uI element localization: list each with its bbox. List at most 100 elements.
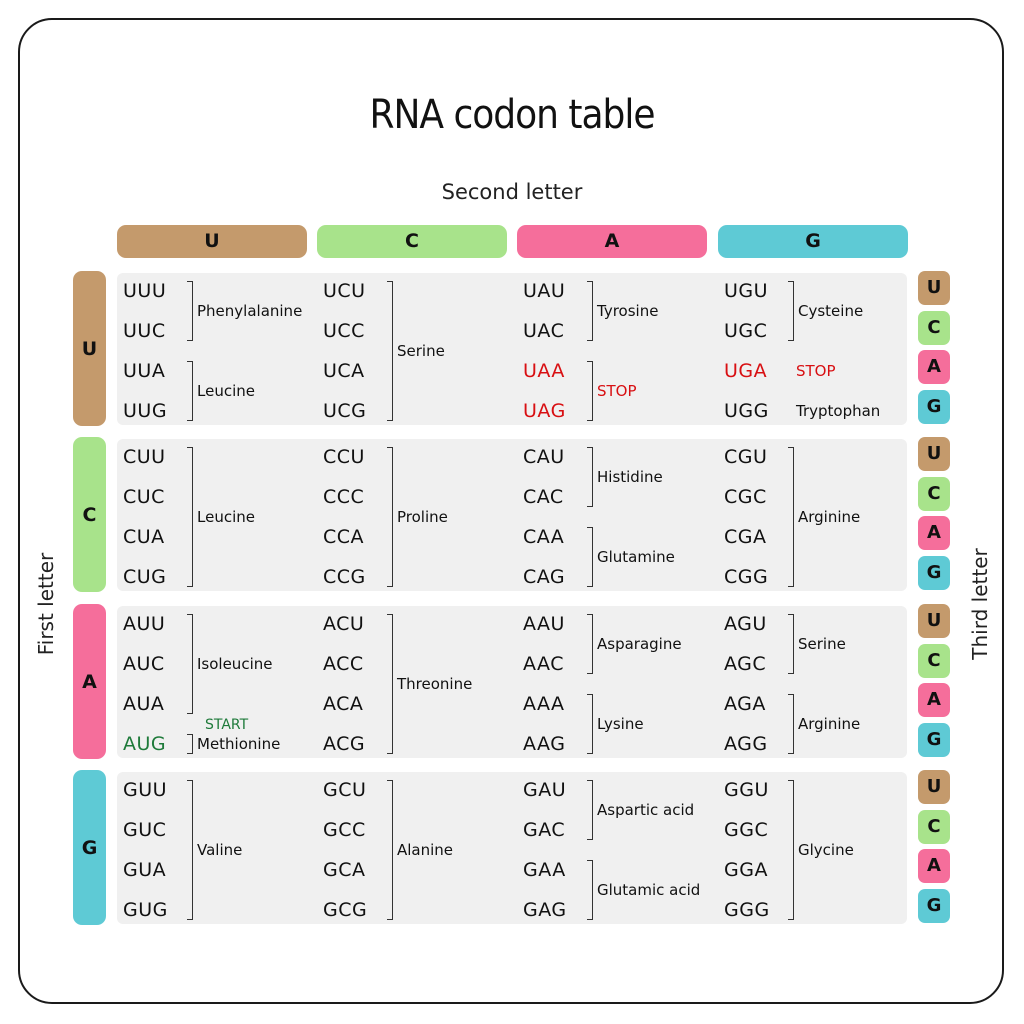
codon-row-panel-c [117, 439, 907, 591]
amino-acid-bracket [387, 614, 393, 754]
amino-acid-bracket [387, 281, 393, 421]
amino-acid-bracket [587, 447, 593, 507]
codon-uuu: UUU [123, 280, 167, 302]
amino-acid-bracket [187, 614, 193, 714]
codon-aaa: AAA [523, 693, 565, 715]
codon-ugu: UGU [724, 280, 769, 302]
codon-uaa: UAA [523, 360, 565, 382]
amino-acid-bracket [187, 734, 193, 754]
third-letter-g: G [918, 555, 950, 590]
third-letter-u: U [918, 770, 950, 804]
codon-cau: CAU [523, 446, 565, 468]
codon-cug: CUG [123, 566, 167, 588]
amino-acid-label: Phenylalanine [197, 302, 303, 320]
third-letter-a: A [918, 516, 950, 550]
codon-gua: GUA [123, 859, 167, 881]
amino-acid-label: Glycine [798, 841, 854, 859]
amino-acid-label: Histidine [597, 468, 663, 486]
amino-acid-label: Glutamic acid [597, 881, 701, 899]
amino-acid-bracket [187, 780, 193, 920]
codon-uag: UAG [523, 400, 566, 422]
third-letter-c: C [918, 310, 950, 345]
page-title: RNA codon table [369, 92, 656, 138]
third-letter-u: U [918, 604, 950, 638]
codon-guu: GUU [123, 779, 168, 801]
codon-row-panel-g [117, 772, 907, 924]
codon-uau: UAU [523, 280, 566, 302]
codon-ccu: CCU [323, 446, 365, 468]
third-letter-g: G [918, 722, 950, 757]
third-letter-u: U [918, 271, 950, 305]
codon-uug: UUG [123, 400, 168, 422]
amino-acid-label: Proline [397, 508, 448, 526]
amino-acid-bracket [387, 447, 393, 587]
amino-acid-label: Serine [798, 635, 846, 653]
amino-acid-label: Isoleucine [197, 655, 273, 673]
amino-acid-bracket [788, 694, 794, 754]
amino-acid-label: Valine [197, 841, 243, 859]
amino-acid-label: STOP [796, 362, 836, 380]
codon-ugg: UGG [724, 400, 769, 422]
codon-cac: CAC [523, 486, 564, 508]
codon-cgg: CGG [724, 566, 769, 588]
codon-cag: CAG [523, 566, 566, 588]
first-letter-label: U [81, 337, 98, 360]
second-letter-header-c: C [317, 225, 507, 258]
codon-acg: ACG [323, 733, 366, 755]
third-letter-a: A [918, 849, 950, 883]
codon-uac: UAC [523, 320, 565, 342]
codon-agg: AGG [724, 733, 768, 755]
amino-acid-bracket [788, 780, 794, 920]
start-codon-label: START [205, 717, 249, 733]
amino-acid-bracket [187, 361, 193, 421]
codon-ucu: UCU [323, 280, 366, 302]
codon-cuu: CUU [123, 446, 166, 468]
amino-acid-label: Lysine [597, 715, 644, 733]
codon-caa: CAA [523, 526, 565, 548]
amino-acid-label: Tyrosine [597, 302, 659, 320]
codon-aga: AGA [724, 693, 766, 715]
amino-acid-label: Serine [397, 342, 445, 360]
codon-agc: AGC [724, 653, 767, 675]
amino-acid-bracket [788, 447, 794, 587]
amino-acid-label: Glutamine [597, 548, 675, 566]
codon-uuc: UUC [123, 320, 166, 342]
amino-acid-bracket [187, 447, 193, 587]
amino-acid-bracket [587, 780, 593, 840]
third-letter-axis-label: Third letter [968, 548, 992, 660]
codon-uua: UUA [123, 360, 166, 382]
codon-ggc: GGC [724, 819, 769, 841]
codon-aca: ACA [323, 693, 364, 715]
codon-aua: AUA [123, 693, 165, 715]
second-letter-header-g: G [718, 225, 908, 258]
third-letter-c: C [918, 643, 950, 678]
amino-acid-bracket [587, 694, 593, 754]
third-letter-a: A [918, 683, 950, 717]
codon-cga: CGA [724, 526, 767, 548]
codon-gcg: GCG [323, 899, 368, 921]
first-letter-label: C [82, 503, 97, 526]
codon-gag: GAG [523, 899, 567, 921]
codon-ucc: UCC [323, 320, 365, 342]
codon-ugc: UGC [724, 320, 768, 342]
codon-aag: AAG [523, 733, 566, 755]
codon-agu: AGU [724, 613, 767, 635]
amino-acid-label: Alanine [397, 841, 454, 859]
codon-row-panel-a [117, 606, 907, 758]
codon-cuc: CUC [123, 486, 165, 508]
amino-acid-bracket [587, 860, 593, 920]
codon-auu: AUU [123, 613, 166, 635]
amino-acid-label: Methionine [197, 735, 281, 753]
codon-gcu: GCU [323, 779, 367, 801]
amino-acid-label: STOP [597, 382, 637, 400]
codon-cua: CUA [123, 526, 165, 548]
codon-ccc: CCC [323, 486, 365, 508]
amino-acid-bracket [587, 527, 593, 587]
amino-acid-bracket [587, 614, 593, 674]
amino-acid-label: Asparagine [597, 635, 682, 653]
third-letter-g: G [918, 888, 950, 923]
third-letter-a: A [918, 350, 950, 384]
codon-gaa: GAA [523, 859, 566, 881]
amino-acid-bracket [788, 281, 794, 341]
codon-aac: AAC [523, 653, 564, 675]
